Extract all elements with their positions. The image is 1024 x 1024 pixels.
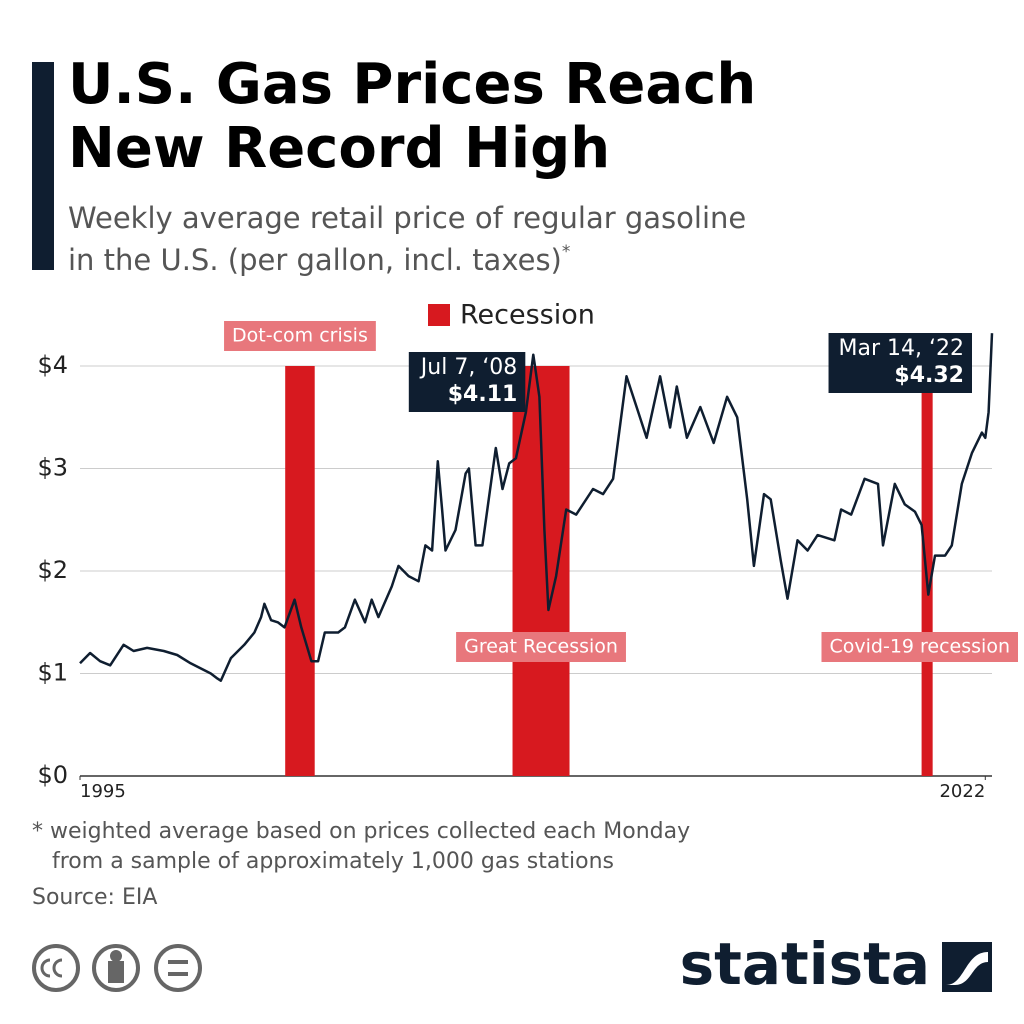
recession-label-text: Great Recession: [464, 636, 618, 658]
chart-title: U.S. Gas Prices Reach: [68, 52, 756, 117]
recession-label-box: [821, 632, 1018, 662]
footnote: from a sample of approximately 1,000 gas…: [52, 849, 614, 874]
brand: statista: [680, 930, 930, 998]
footnote: * weighted average based on prices colle…: [32, 819, 690, 844]
x-tick-label: 2022: [939, 781, 985, 802]
callout-value: $4.11: [448, 382, 518, 407]
source: Source: EIA: [32, 885, 157, 910]
y-tick-label: $1: [37, 659, 68, 687]
callout-box: [408, 352, 526, 412]
legend-swatch: [428, 304, 450, 326]
recession-label-box: [456, 632, 626, 662]
callout-date: Jul 7, ‘08: [419, 355, 518, 380]
brand-logo: [942, 942, 992, 992]
callout: Jul 7, ‘08$4.11: [408, 352, 526, 412]
subtitle: in the U.S. (per gallon, incl. taxes): [68, 243, 562, 277]
callout-date: Mar 14, ‘22: [839, 336, 964, 361]
title-bar: [32, 62, 54, 270]
subtitle: in the U.S. (per gallon, incl. taxes)*: [68, 242, 570, 277]
recession-label-text: Dot-com crisis: [232, 325, 368, 347]
recession-label-text: Covid-19 recession: [829, 636, 1010, 658]
callout: Mar 14, ‘22$4.32: [828, 333, 972, 393]
recession-label: Dot-com crisis: [224, 321, 376, 351]
license-icons: [32, 944, 202, 992]
price-line: [79, 333, 994, 682]
callout-value: $4.32: [894, 363, 964, 388]
recession-label-box: [224, 321, 376, 351]
y-tick-label: $2: [37, 556, 68, 584]
callout-box: [828, 333, 972, 393]
recession-label: Covid-19 recession: [821, 632, 1018, 662]
y-tick-label: $4: [37, 351, 68, 379]
chart-title: New Record High: [68, 116, 610, 181]
recession-label: Great Recession: [456, 632, 626, 662]
recession-band: [285, 366, 315, 776]
x-tick-label: 1995: [80, 781, 126, 802]
subtitle-mark: *: [562, 242, 571, 262]
y-tick-label: $0: [37, 761, 68, 789]
subtitle: Weekly average retail price of regular g…: [68, 201, 746, 235]
legend-label: Recession: [460, 300, 595, 331]
y-tick-label: $3: [37, 454, 68, 482]
